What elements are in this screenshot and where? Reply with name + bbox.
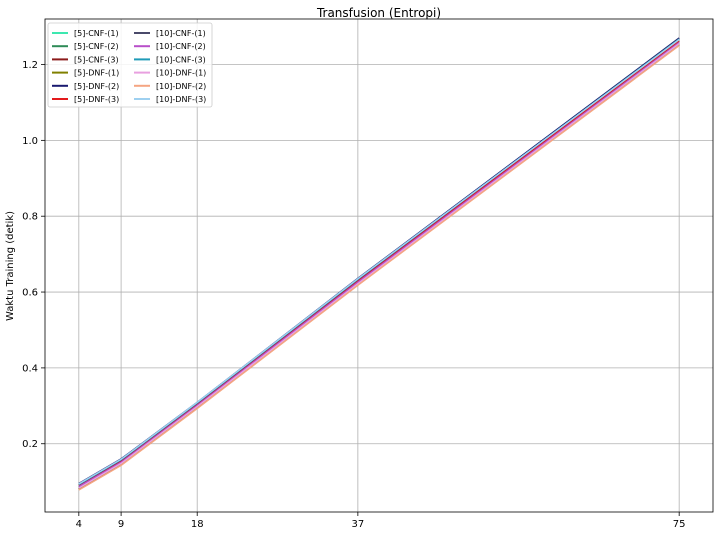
x-tick-label: 75: [673, 519, 686, 530]
legend-label: [10]-DNF-(1): [156, 69, 206, 78]
legend-label: [5]-CNF-(3): [74, 55, 119, 64]
legend-label: [10]-DNF-(3): [156, 95, 206, 104]
x-tick-label: 4: [76, 519, 82, 530]
x-tick-label: 9: [118, 519, 124, 530]
series-line-11: [78, 44, 680, 491]
y-tick-label: 1.0: [22, 136, 38, 147]
y-tick-label: 0.8: [22, 212, 38, 223]
legend-label: [5]-DNF-(1): [74, 69, 119, 78]
y-tick-label: 0.6: [22, 288, 38, 299]
series-lines: [78, 37, 680, 491]
legend-label: [10]-CNF-(1): [156, 29, 206, 38]
series-line-10: [78, 43, 680, 489]
x-axis: 4 9 18 37 75: [76, 512, 686, 530]
series-line-8: [78, 41, 680, 488]
legend-label: [5]-CNF-(2): [74, 42, 119, 51]
plot-frame: [44, 18, 714, 513]
chart-title: Transfusion (Entropi): [316, 6, 441, 20]
series-line-6: [78, 40, 680, 487]
legend-label: [5]-DNF-(3): [74, 95, 119, 104]
x-tick-label: 18: [191, 519, 204, 530]
series-line-12: [78, 38, 680, 485]
legend: [5]-CNF-(1) [5]-CNF-(2) [5]-CNF-(3) [5]-DNF…: [47, 22, 213, 108]
y-axis-label: Waktu Training (detik): [5, 211, 16, 321]
legend-label: [10]-CNF-(2): [156, 42, 206, 51]
y-tick-label: 0.2: [22, 439, 38, 450]
y-axis: 0.2 0.4 0.6 0.8 1.0 1.2: [22, 60, 45, 450]
legend-box: [47, 22, 213, 108]
legend-label: [5]-CNF-(1): [74, 29, 119, 38]
y-tick-label: 1.2: [22, 60, 38, 71]
x-tick-label: 37: [351, 519, 364, 530]
legend-label: [10]-CNF-(3): [156, 55, 206, 64]
y-tick-label: 0.4: [22, 363, 38, 374]
legend-label: [5]-DNF-(2): [74, 82, 119, 91]
legend-label: [10]-DNF-(2): [156, 82, 206, 91]
